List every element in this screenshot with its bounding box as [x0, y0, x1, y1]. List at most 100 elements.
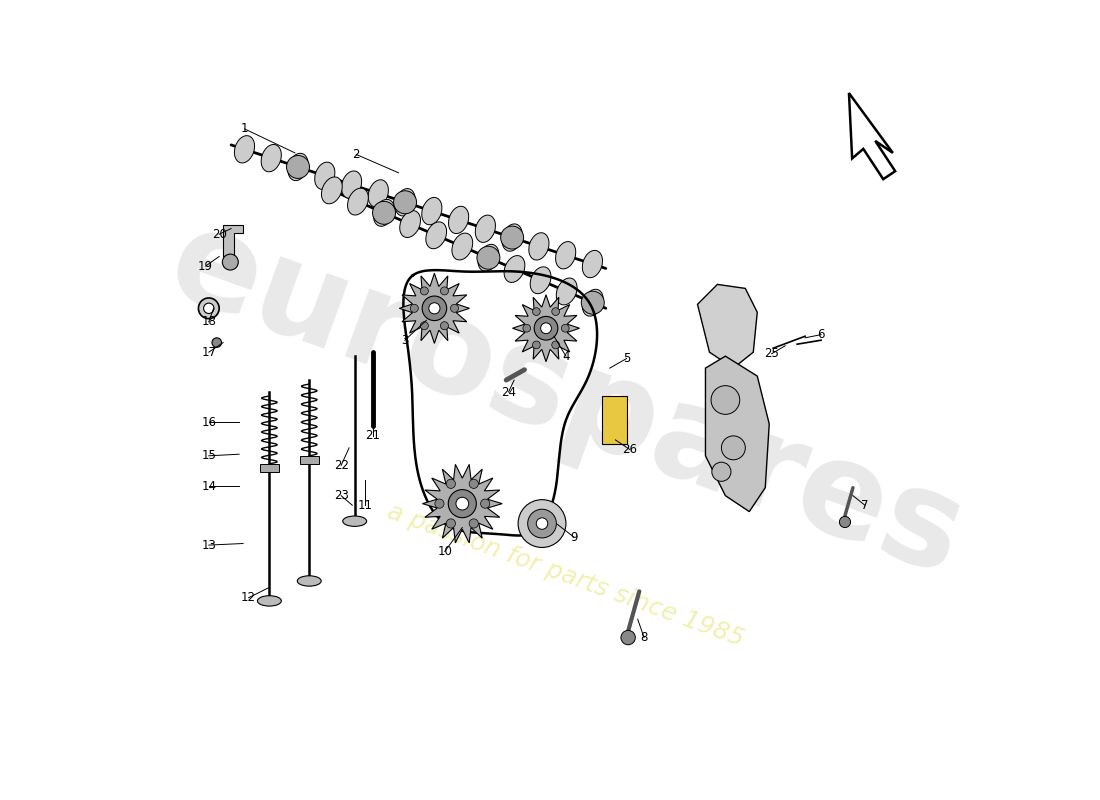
Ellipse shape: [502, 224, 522, 251]
Ellipse shape: [452, 233, 473, 260]
Circle shape: [518, 500, 565, 547]
Ellipse shape: [581, 291, 604, 314]
Ellipse shape: [529, 233, 549, 260]
Ellipse shape: [395, 189, 415, 216]
Polygon shape: [705, 356, 769, 512]
Circle shape: [722, 436, 746, 460]
Circle shape: [470, 479, 478, 489]
Ellipse shape: [504, 255, 525, 282]
Bar: [260, 464, 279, 472]
Circle shape: [434, 499, 444, 508]
Ellipse shape: [421, 198, 442, 225]
Text: 11: 11: [358, 498, 373, 512]
Ellipse shape: [477, 246, 499, 270]
Text: 26: 26: [623, 443, 637, 456]
Polygon shape: [223, 225, 243, 257]
Ellipse shape: [449, 206, 469, 234]
Text: 16: 16: [201, 416, 217, 429]
Ellipse shape: [286, 155, 309, 178]
Ellipse shape: [582, 250, 603, 278]
Ellipse shape: [426, 222, 447, 249]
Circle shape: [532, 341, 540, 349]
Text: 4: 4: [562, 350, 570, 362]
Polygon shape: [697, 285, 757, 368]
Circle shape: [540, 323, 551, 334]
Text: 18: 18: [201, 315, 217, 328]
Circle shape: [198, 298, 219, 318]
Text: 14: 14: [201, 479, 217, 493]
Text: 25: 25: [764, 347, 779, 360]
Ellipse shape: [257, 596, 282, 606]
Text: 9: 9: [570, 530, 578, 544]
Circle shape: [481, 499, 490, 508]
Circle shape: [552, 341, 560, 349]
Circle shape: [839, 516, 850, 527]
Text: 22: 22: [333, 459, 349, 472]
Ellipse shape: [478, 244, 498, 271]
Circle shape: [440, 322, 449, 330]
Text: eurospares: eurospares: [152, 198, 980, 602]
Circle shape: [455, 498, 469, 510]
Circle shape: [420, 322, 428, 330]
Text: a passion for parts since 1985: a passion for parts since 1985: [384, 499, 748, 651]
Ellipse shape: [315, 162, 334, 190]
Ellipse shape: [343, 516, 366, 526]
Polygon shape: [849, 93, 895, 179]
Text: 24: 24: [500, 386, 516, 398]
Circle shape: [410, 304, 418, 312]
Circle shape: [561, 324, 569, 332]
Polygon shape: [399, 274, 470, 343]
Ellipse shape: [321, 177, 342, 204]
Bar: [299, 456, 319, 464]
Ellipse shape: [261, 145, 282, 172]
Text: 12: 12: [241, 591, 256, 604]
Circle shape: [222, 254, 239, 270]
Ellipse shape: [530, 267, 551, 294]
Circle shape: [451, 304, 459, 312]
Text: 7: 7: [861, 498, 869, 512]
Circle shape: [621, 630, 636, 645]
Circle shape: [537, 518, 548, 530]
Ellipse shape: [475, 215, 495, 242]
Text: 13: 13: [201, 538, 217, 551]
Circle shape: [212, 338, 221, 347]
Ellipse shape: [341, 171, 362, 198]
Polygon shape: [422, 464, 503, 543]
Text: 23: 23: [333, 489, 349, 502]
Text: 21: 21: [365, 430, 381, 442]
Circle shape: [711, 386, 739, 414]
Ellipse shape: [500, 226, 524, 249]
Ellipse shape: [234, 136, 254, 163]
Ellipse shape: [374, 199, 395, 226]
Ellipse shape: [394, 190, 417, 214]
Circle shape: [422, 296, 447, 321]
Ellipse shape: [556, 242, 575, 269]
Ellipse shape: [582, 290, 603, 316]
Polygon shape: [513, 294, 580, 362]
Circle shape: [429, 302, 440, 314]
Ellipse shape: [348, 188, 369, 215]
Ellipse shape: [368, 180, 388, 207]
Text: 2: 2: [352, 148, 360, 161]
Bar: [602, 396, 627, 444]
Text: 6: 6: [817, 328, 825, 341]
Circle shape: [420, 287, 428, 295]
Ellipse shape: [288, 154, 308, 181]
Circle shape: [447, 519, 455, 528]
Text: 10: 10: [438, 545, 452, 558]
Circle shape: [470, 519, 478, 528]
Text: 3: 3: [402, 334, 408, 346]
Circle shape: [532, 308, 540, 315]
Circle shape: [528, 510, 557, 538]
Text: 5: 5: [623, 352, 630, 365]
Ellipse shape: [557, 278, 578, 305]
Text: 1: 1: [241, 122, 249, 135]
Ellipse shape: [297, 576, 321, 586]
Circle shape: [522, 324, 530, 332]
Ellipse shape: [373, 202, 396, 224]
Circle shape: [449, 490, 476, 518]
Text: 8: 8: [640, 631, 648, 644]
Circle shape: [447, 479, 455, 489]
Text: 20: 20: [211, 228, 227, 241]
Circle shape: [712, 462, 732, 482]
